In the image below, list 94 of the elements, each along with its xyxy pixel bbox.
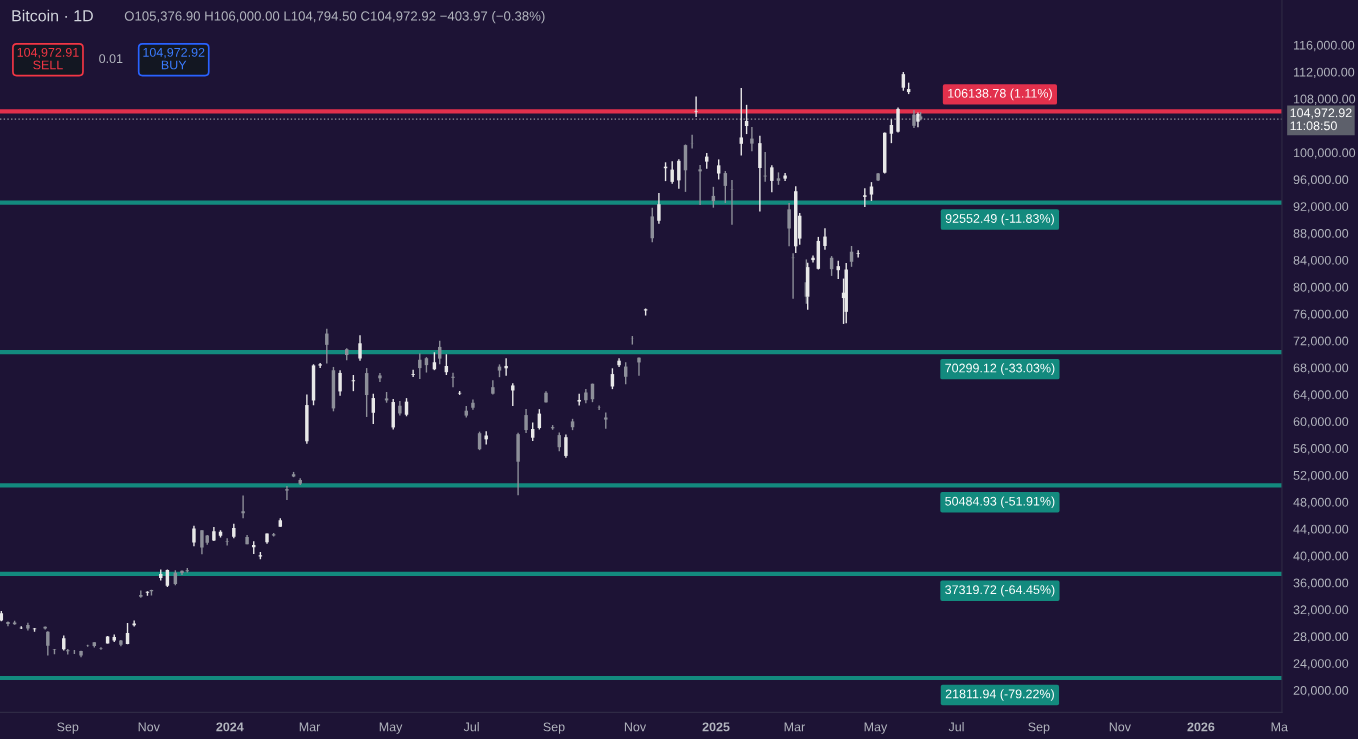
y-tick-label: 100,000.00: [1294, 148, 1356, 159]
candlestick: [863, 187, 867, 208]
y-tick-label: 52,000.00: [1293, 470, 1349, 482]
ref-line-label: 50484.93 (-51.91%): [945, 496, 1055, 509]
y-tick-label: 92,000.00: [1293, 202, 1349, 213]
y-tick-label: 20,000.00: [1293, 686, 1349, 697]
ref-line-label: 92552.49 (-11.83%): [945, 213, 1054, 226]
x-tick-label: 2024: [216, 722, 244, 732]
text: O105,376.90 H106,000.00 L104,794.50 C104,972.92 −403.97 (−0.38%): [124, 11, 545, 24]
candlestick: [670, 160, 674, 185]
candlestick: [770, 164, 774, 193]
candlestick: [739, 87, 743, 157]
candlestick: [856, 249, 860, 259]
candlestick: [783, 172, 787, 182]
x-tick-label: Nov: [1109, 722, 1131, 732]
x-tick-label: Nov: [138, 722, 160, 732]
candlestick: [524, 408, 528, 434]
y-tick-label: 80,000.00: [1293, 282, 1349, 294]
ref-line-label: 37319.72 (-64.45%): [945, 584, 1055, 597]
y-tick-label: 28,000.00: [1293, 632, 1349, 643]
y-tick-label: 36,000.00: [1293, 578, 1349, 589]
y-tick-label: 116,000.00: [1294, 40, 1355, 52]
y-tick-label: 24,000.00: [1293, 659, 1349, 670]
y-tick-label: 108,000.00: [1294, 94, 1356, 105]
candlestick: [46, 630, 50, 657]
x-tick-label: 2025: [702, 722, 730, 732]
candlestick: [610, 367, 615, 390]
candlestick: [285, 485, 289, 501]
annotation: 0.01: [99, 54, 123, 64]
y-tick-label: 72,000.00: [1293, 336, 1349, 347]
candlestick: [750, 126, 754, 152]
candlestick: [823, 227, 827, 251]
candlestick: [180, 569, 184, 576]
y-tick-label: 60,000.00: [1293, 417, 1349, 428]
candlestick: [530, 421, 535, 442]
candlestick: [811, 254, 815, 264]
x-tick-label: May: [379, 722, 403, 734]
y-tick-label: 96,000.00: [1293, 175, 1349, 186]
candlestick: [889, 118, 894, 144]
candlestick: [378, 372, 382, 383]
y-tick-label: 76,000.00: [1293, 309, 1349, 320]
candlestick: [418, 352, 422, 380]
y-tick-label: 48,000.00: [1293, 497, 1349, 509]
x-tick-label: Sep: [1028, 722, 1050, 734]
x-tick-label: 2026: [1187, 722, 1215, 732]
y-tick-label: 84,000.00: [1293, 255, 1349, 267]
candlestick: [504, 357, 508, 377]
ref-line-label: 104,972.92 11:08:50: [1290, 108, 1352, 131]
y-tick-label: 88,000.00: [1293, 229, 1349, 240]
y-tick-label: 64,000.00: [1293, 390, 1349, 401]
candlestick: [338, 369, 342, 397]
y-tick-label: 112,000.00: [1294, 67, 1355, 79]
x-tick-label: Ma: [1271, 722, 1288, 732]
ref-line-label: 70299.12 (-33.03%): [945, 363, 1055, 375]
ref-line-label: 106138.78 (1.11%): [948, 88, 1052, 101]
candlestick: [192, 524, 196, 547]
candlestick: [896, 106, 900, 134]
candlestick: [677, 158, 681, 190]
x-tick-label: Sep: [543, 722, 565, 734]
candlestick: [869, 181, 874, 202]
candlestick: [597, 404, 601, 411]
chart-title: Bitcoin · 1D: [12, 9, 93, 22]
candlestick: [241, 494, 245, 519]
candlestick: [657, 192, 661, 225]
candlestick: [200, 529, 204, 556]
candlestick: [139, 589, 143, 599]
candlestick: [716, 158, 721, 181]
x-tick-label: Mar: [299, 722, 321, 732]
candlestick: [511, 382, 515, 407]
candlestick: [437, 340, 442, 365]
annotation: 104,972.92 BUY: [143, 47, 205, 70]
candlestick: [411, 368, 415, 378]
candlestick: [698, 164, 702, 206]
y-tick-label: 56,000.00: [1293, 444, 1349, 455]
y-tick-label: 68,000.00: [1293, 363, 1349, 374]
candlestick: [358, 334, 362, 362]
candlestick: [787, 202, 791, 248]
x-tick-label: Mar: [784, 722, 805, 732]
candlestick: [225, 537, 229, 547]
candlestick: [325, 328, 329, 365]
candlestick: [730, 179, 734, 226]
x-tick-label: Sep: [57, 722, 79, 734]
x-tick-label: May: [864, 722, 888, 734]
annotation: 104,972.91 SELL: [17, 47, 79, 70]
x-tick-label: Nov: [624, 722, 647, 732]
y-tick-label: 40,000.00: [1293, 551, 1349, 562]
x-tick-label: Jul: [948, 722, 964, 732]
candlestick: [451, 371, 455, 388]
y-tick-label: 32,000.00: [1293, 605, 1349, 616]
candlestick: [694, 95, 698, 118]
candlestick: [564, 433, 568, 459]
y-tick-label: 44,000.00: [1293, 524, 1349, 536]
x-tick-label: Jul: [463, 722, 479, 732]
ref-line-label: 21811.94 (-79.22%): [945, 689, 1054, 701]
